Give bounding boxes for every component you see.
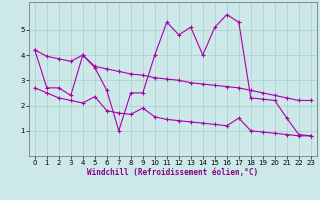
- X-axis label: Windchill (Refroidissement éolien,°C): Windchill (Refroidissement éolien,°C): [87, 168, 258, 177]
